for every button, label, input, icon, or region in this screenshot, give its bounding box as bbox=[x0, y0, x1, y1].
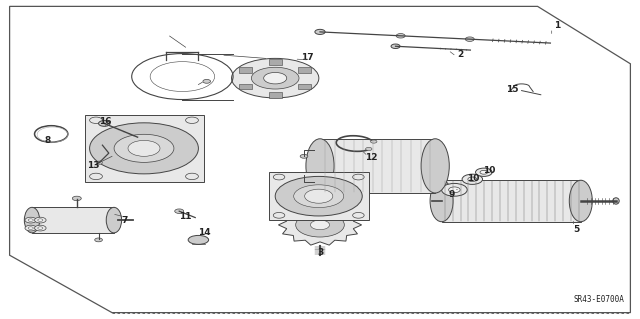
Circle shape bbox=[25, 217, 36, 223]
Circle shape bbox=[186, 117, 198, 123]
Circle shape bbox=[35, 225, 46, 231]
Circle shape bbox=[175, 209, 184, 213]
Circle shape bbox=[264, 72, 287, 84]
Text: 5: 5 bbox=[573, 225, 579, 234]
Circle shape bbox=[442, 183, 467, 196]
Circle shape bbox=[462, 174, 483, 184]
Circle shape bbox=[38, 219, 43, 221]
Ellipse shape bbox=[613, 198, 620, 204]
Circle shape bbox=[90, 117, 102, 123]
Circle shape bbox=[186, 173, 198, 180]
Polygon shape bbox=[442, 180, 581, 222]
Circle shape bbox=[35, 217, 46, 223]
Ellipse shape bbox=[24, 207, 40, 233]
Text: 10: 10 bbox=[483, 166, 496, 175]
Circle shape bbox=[449, 187, 460, 193]
Text: 2: 2 bbox=[458, 50, 464, 59]
Circle shape bbox=[90, 173, 102, 180]
Circle shape bbox=[371, 140, 377, 143]
Circle shape bbox=[391, 44, 400, 48]
Polygon shape bbox=[32, 207, 114, 233]
Circle shape bbox=[353, 174, 364, 180]
Bar bbox=[239, 68, 252, 73]
Ellipse shape bbox=[252, 67, 299, 89]
Polygon shape bbox=[320, 139, 435, 193]
Ellipse shape bbox=[232, 58, 319, 98]
Circle shape bbox=[310, 220, 330, 230]
Circle shape bbox=[28, 227, 33, 229]
Circle shape bbox=[468, 177, 477, 182]
Ellipse shape bbox=[421, 139, 449, 193]
Bar bbox=[269, 59, 282, 65]
Circle shape bbox=[128, 140, 160, 156]
Bar bbox=[239, 84, 252, 89]
Text: 8: 8 bbox=[45, 136, 51, 145]
Text: 12: 12 bbox=[365, 153, 378, 162]
Text: 9: 9 bbox=[448, 190, 454, 199]
Text: 13: 13 bbox=[86, 161, 99, 170]
Circle shape bbox=[72, 196, 81, 201]
Text: 17: 17 bbox=[301, 53, 314, 62]
Polygon shape bbox=[278, 205, 362, 245]
Circle shape bbox=[28, 219, 33, 221]
Circle shape bbox=[203, 79, 211, 83]
Text: 1: 1 bbox=[554, 21, 560, 30]
Circle shape bbox=[25, 225, 36, 231]
Circle shape bbox=[96, 161, 102, 164]
Ellipse shape bbox=[294, 185, 344, 208]
Ellipse shape bbox=[106, 207, 122, 233]
Circle shape bbox=[396, 33, 405, 38]
Bar bbox=[298, 68, 311, 73]
Text: 11: 11 bbox=[179, 212, 192, 221]
Ellipse shape bbox=[114, 134, 174, 162]
Ellipse shape bbox=[188, 235, 209, 244]
Ellipse shape bbox=[570, 180, 593, 222]
Circle shape bbox=[38, 227, 43, 229]
Text: 3: 3 bbox=[317, 248, 323, 256]
Ellipse shape bbox=[275, 176, 362, 216]
Text: 15: 15 bbox=[506, 85, 518, 94]
Circle shape bbox=[296, 213, 344, 237]
Ellipse shape bbox=[430, 180, 453, 222]
Circle shape bbox=[95, 238, 102, 242]
FancyBboxPatch shape bbox=[85, 115, 204, 182]
Circle shape bbox=[465, 37, 474, 41]
Text: 7: 7 bbox=[122, 216, 128, 225]
Circle shape bbox=[300, 154, 308, 158]
Circle shape bbox=[273, 174, 285, 180]
Bar bbox=[269, 92, 282, 98]
Text: 16: 16 bbox=[99, 117, 112, 126]
Text: SR43-E0700A: SR43-E0700A bbox=[573, 295, 624, 304]
Circle shape bbox=[365, 147, 372, 151]
Circle shape bbox=[480, 170, 488, 174]
Ellipse shape bbox=[306, 139, 334, 193]
Circle shape bbox=[305, 189, 333, 203]
Bar bbox=[298, 84, 311, 89]
Circle shape bbox=[353, 212, 364, 218]
Ellipse shape bbox=[90, 123, 198, 174]
FancyBboxPatch shape bbox=[269, 172, 369, 220]
Circle shape bbox=[273, 212, 285, 218]
Text: 10: 10 bbox=[467, 174, 480, 183]
Text: 14: 14 bbox=[198, 228, 211, 237]
Circle shape bbox=[99, 121, 110, 126]
Circle shape bbox=[315, 29, 325, 34]
Circle shape bbox=[300, 174, 308, 177]
Circle shape bbox=[476, 168, 492, 176]
